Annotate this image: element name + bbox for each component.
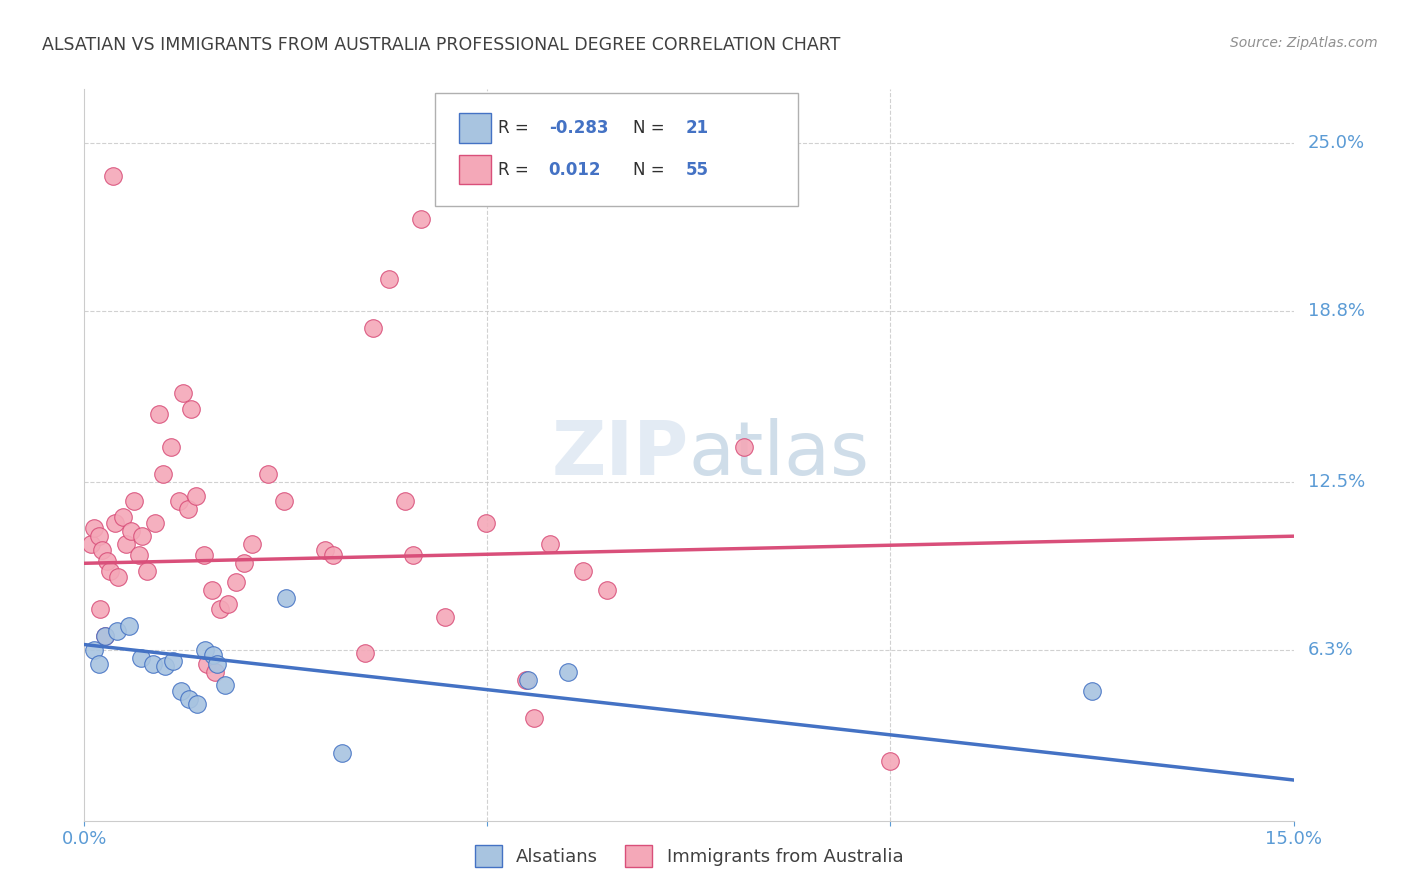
Text: atlas: atlas (689, 418, 870, 491)
Point (87, 529, 110, 543)
Point (94, 629, 117, 643)
Text: 12.5%: 12.5% (1308, 473, 1365, 491)
Text: 55: 55 (685, 161, 709, 178)
Point (361, 320, 384, 334)
Text: 18.8%: 18.8% (1308, 302, 1365, 320)
Point (394, 494, 416, 508)
Point (98, 565, 121, 579)
Text: -0.283: -0.283 (548, 119, 609, 137)
Point (879, 754, 901, 768)
Point (148, 407, 170, 421)
Point (515, 673, 537, 687)
FancyBboxPatch shape (434, 93, 797, 206)
Point (354, 646, 377, 660)
Point (194, 643, 217, 657)
Point (571, 565, 593, 579)
Point (105, 624, 128, 638)
Text: R =: R = (498, 161, 538, 178)
Point (274, 591, 297, 606)
Point (93, 629, 115, 643)
Point (733, 440, 755, 454)
Point (240, 537, 263, 551)
Point (186, 697, 208, 711)
Point (516, 673, 538, 687)
Point (83, 643, 105, 657)
Point (201, 583, 224, 598)
Point (257, 467, 280, 481)
Text: R =: R = (498, 119, 534, 137)
Point (142, 657, 165, 671)
Point (214, 678, 236, 692)
Point (523, 711, 546, 725)
Text: N =: N = (633, 119, 671, 137)
Point (322, 548, 344, 562)
Text: 25.0%: 25.0% (1308, 135, 1365, 153)
Point (184, 489, 207, 503)
Point (204, 665, 226, 679)
Point (162, 654, 184, 668)
Point (153, 659, 176, 673)
Point (172, 385, 194, 400)
Point (233, 556, 256, 570)
Point (80, 537, 103, 551)
Point (225, 575, 247, 590)
Point (475, 516, 498, 530)
Text: ALSATIAN VS IMMIGRANTS FROM AUSTRALIA PROFESSIONAL DEGREE CORRELATION CHART: ALSATIAN VS IMMIGRANTS FROM AUSTRALIA PR… (42, 36, 841, 54)
Point (124, 494, 146, 508)
Point (120, 524, 142, 538)
Point (104, 516, 127, 530)
Legend: Alsatians, Immigrants from Australia: Alsatians, Immigrants from Australia (467, 838, 911, 874)
Point (1081, 683, 1104, 698)
Text: 6.3%: 6.3% (1308, 641, 1354, 659)
Point (402, 548, 425, 562)
Point (87, 657, 110, 671)
Point (143, 516, 166, 530)
Point (208, 602, 231, 616)
Text: ZIP: ZIP (551, 418, 689, 491)
Text: 0.012: 0.012 (548, 161, 602, 178)
FancyBboxPatch shape (460, 155, 491, 185)
Point (118, 618, 141, 632)
Point (538, 537, 561, 551)
Point (101, 169, 124, 183)
Text: 21: 21 (685, 119, 709, 137)
Point (193, 548, 215, 562)
Point (314, 542, 336, 557)
Point (207, 657, 229, 671)
Point (330, 746, 353, 760)
Point (202, 648, 225, 663)
Point (378, 272, 401, 286)
Point (152, 467, 174, 481)
Point (180, 401, 202, 416)
Point (217, 597, 239, 611)
Point (89, 602, 111, 616)
Point (91, 542, 114, 557)
Point (131, 529, 153, 543)
Point (596, 583, 619, 598)
Point (179, 691, 201, 706)
Point (170, 683, 193, 698)
Point (160, 440, 183, 454)
FancyBboxPatch shape (460, 113, 491, 143)
Text: Source: ZipAtlas.com: Source: ZipAtlas.com (1230, 36, 1378, 50)
Point (195, 657, 218, 671)
Point (112, 510, 135, 524)
Point (136, 565, 159, 579)
Point (128, 548, 150, 562)
Point (83, 521, 105, 535)
Point (107, 570, 129, 584)
Point (411, 212, 433, 227)
Point (557, 665, 579, 679)
Text: N =: N = (633, 161, 671, 178)
Point (129, 651, 152, 665)
Point (273, 494, 295, 508)
Point (176, 502, 198, 516)
Point (169, 494, 191, 508)
Point (96, 553, 118, 567)
Point (434, 610, 457, 624)
Point (115, 537, 138, 551)
